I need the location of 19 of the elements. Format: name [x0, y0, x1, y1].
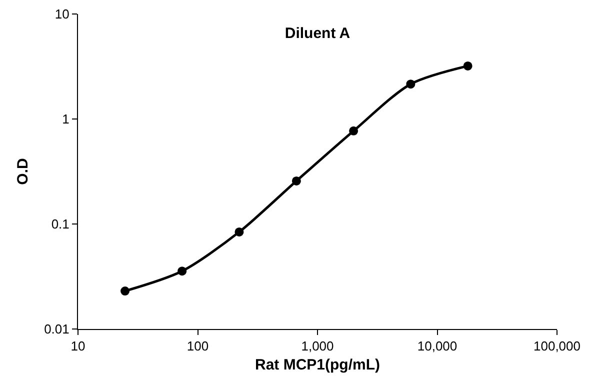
text: Diluent A — [284, 24, 350, 42]
x-tick-label: 10,000 — [417, 338, 458, 354]
point — [406, 80, 416, 89]
point — [463, 61, 472, 70]
x-tick-label: 100 — [186, 338, 209, 354]
y-tick-label: 0.1 — [51, 216, 70, 232]
x-tick-label: 100,000 — [534, 338, 580, 354]
y-tick-label: 1 — [62, 112, 70, 127]
point — [234, 227, 244, 236]
y-tick-label: 10 — [54, 6, 70, 22]
point — [120, 286, 130, 296]
point — [178, 266, 187, 276]
x-tick-label: 1,000 — [301, 338, 334, 354]
y-axis-title: O.D — [14, 158, 32, 185]
x-tick-label: 10 — [70, 338, 86, 354]
point — [349, 126, 358, 136]
x-axis-title: Rat MCP1(pg/mL) — [255, 356, 380, 374]
y-tick-label: 0.01 — [44, 322, 70, 337]
point — [292, 176, 301, 186]
